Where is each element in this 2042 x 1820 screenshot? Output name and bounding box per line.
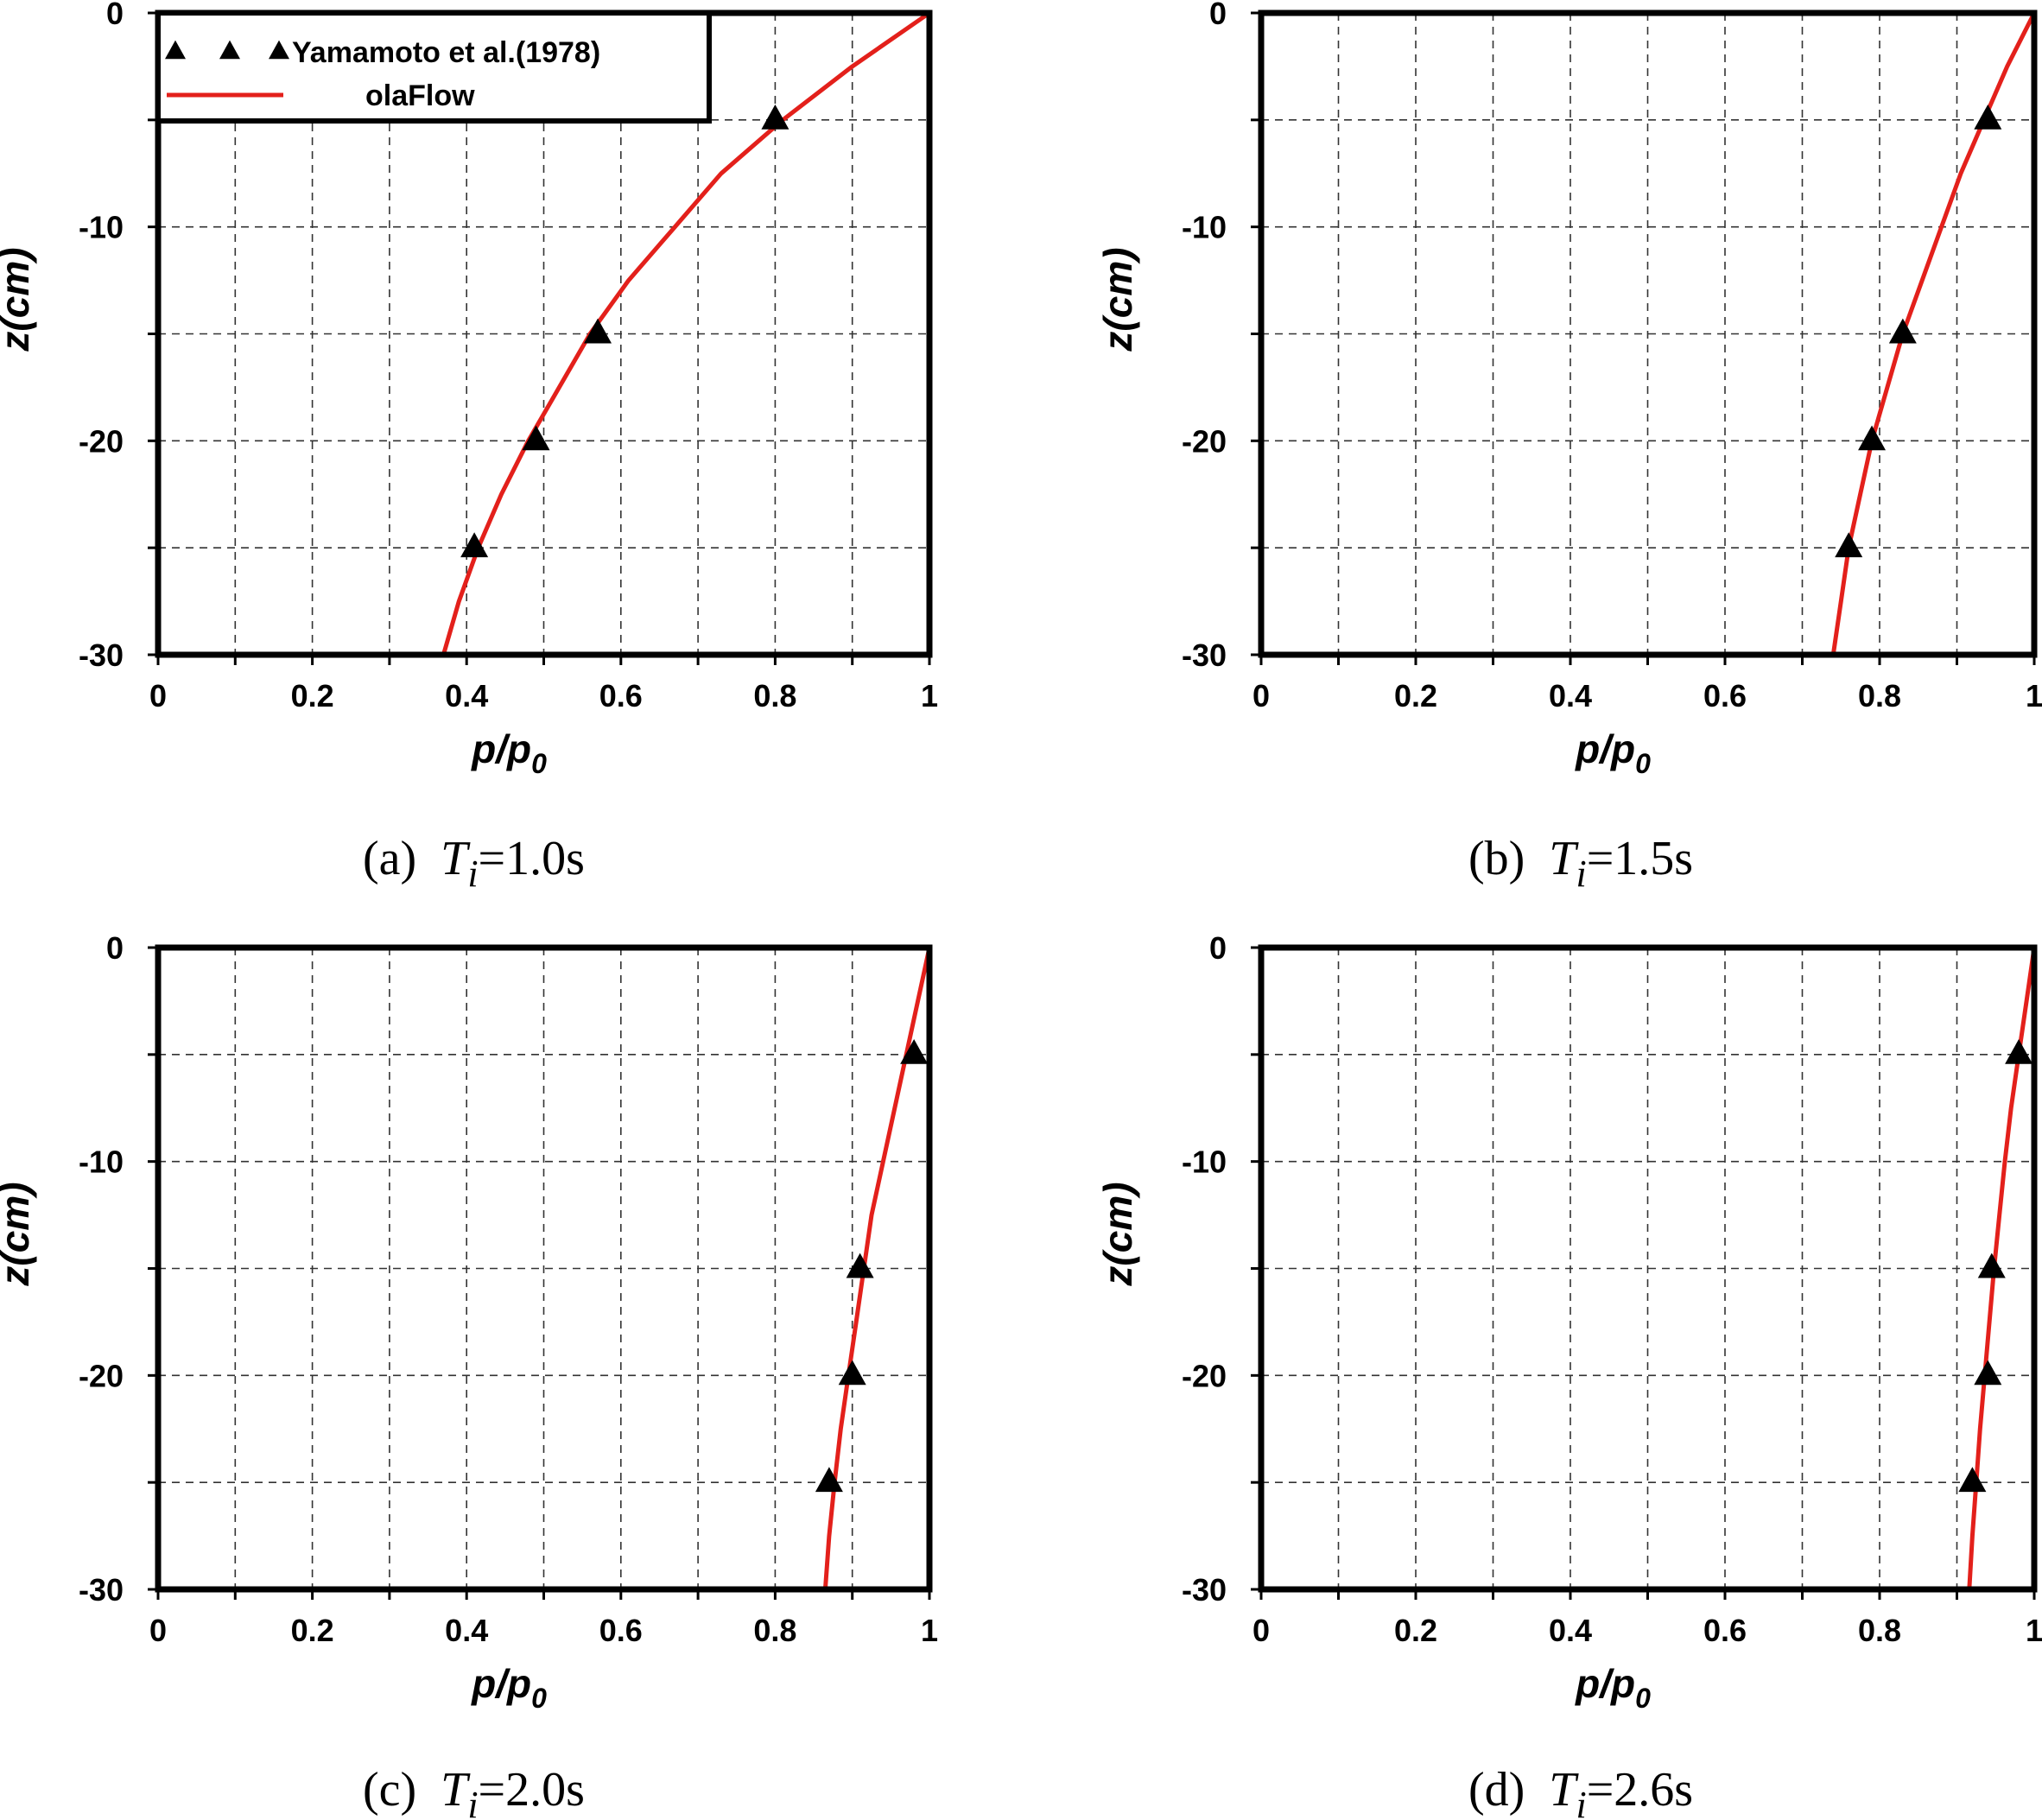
legend-triangle-marker bbox=[269, 40, 289, 60]
y-tick-label: -10 bbox=[1182, 1145, 1227, 1180]
x-tick-label: 0.4 bbox=[445, 1613, 488, 1648]
x-tick-label: 0 bbox=[149, 1613, 167, 1648]
x-tick-label: 1 bbox=[2026, 1613, 2042, 1648]
y-tick-label: -30 bbox=[1182, 1572, 1227, 1608]
panel-d: 0 0.2 0.4 0.6 0.8 10-10-20-30p/p0z(cm)(d) Ti=… bbox=[1095, 930, 2042, 1820]
y-axis-title: z(cm) bbox=[1095, 1182, 1140, 1286]
legend-label: olaFlow bbox=[365, 79, 475, 112]
x-tick-label: 0 bbox=[1252, 678, 1270, 713]
y-tick-label: -20 bbox=[79, 1358, 124, 1393]
panel-c: 0 0.2 0.4 0.6 0.8 10-10-20-30p/p0z(cm)(c) Ti=… bbox=[0, 930, 938, 1820]
legend-triangle-marker bbox=[165, 40, 186, 60]
y-axis-title: z(cm) bbox=[0, 1182, 37, 1286]
panel-a: 0 0.2 0.4 0.6 0.8 10-10-20-30p/p0z(cm)Yamamot… bbox=[0, 0, 938, 895]
x-tick-label: 0.8 bbox=[753, 678, 796, 713]
x-tick-label: 0.6 bbox=[1703, 678, 1747, 713]
yamamoto-data-point bbox=[1835, 532, 1863, 558]
yamamoto-data-point bbox=[846, 1252, 874, 1278]
yamamoto-data-point bbox=[1858, 425, 1887, 451]
x-tick-label: 0.4 bbox=[1549, 678, 1592, 713]
yamamoto-data-point bbox=[2005, 1038, 2033, 1064]
x-tick-label: 0 bbox=[1252, 1613, 1270, 1648]
x-tick-label: 0.8 bbox=[1858, 678, 1901, 713]
y-tick-label: -10 bbox=[79, 1145, 124, 1180]
y-axis-title: z(cm) bbox=[1095, 247, 1140, 352]
x-tick-label: 0.2 bbox=[1394, 1613, 1437, 1648]
x-tick-label: 1 bbox=[921, 1613, 938, 1648]
x-tick-label: 0.6 bbox=[599, 678, 643, 713]
y-tick-label: -20 bbox=[1182, 423, 1227, 459]
x-tick-label: 1 bbox=[2026, 678, 2042, 713]
x-tick-label: 1 bbox=[921, 678, 938, 713]
yamamoto-data-point bbox=[761, 104, 790, 130]
yamamoto-data-point bbox=[900, 1038, 929, 1064]
legend-box bbox=[155, 10, 712, 124]
legend-triangle-marker bbox=[219, 40, 240, 60]
plot-frame bbox=[155, 944, 933, 1593]
yamamoto-data-point bbox=[1958, 1467, 1987, 1493]
y-tick-label: -30 bbox=[79, 637, 124, 673]
yamamoto-data-point bbox=[815, 1467, 843, 1493]
y-tick-label: -30 bbox=[1182, 637, 1227, 673]
x-tick-label: 0 bbox=[149, 678, 167, 713]
y-tick-label: -20 bbox=[1182, 1358, 1227, 1393]
panel-caption: (b) Ti=1.5s bbox=[1468, 832, 1693, 895]
yamamoto-data-point bbox=[584, 318, 612, 344]
x-tick-label: 0.2 bbox=[291, 1613, 334, 1648]
y-tick-label: -10 bbox=[1182, 210, 1227, 245]
panel-caption: (a) Ti=1.0s bbox=[363, 832, 585, 895]
x-tick-label: 0.2 bbox=[291, 678, 334, 713]
x-tick-label: 0.2 bbox=[1394, 678, 1437, 713]
plot-frame bbox=[1258, 10, 2038, 658]
yamamoto-data-point bbox=[1888, 318, 1917, 344]
y-tick-label: 0 bbox=[106, 930, 124, 966]
y-tick-label: 0 bbox=[106, 0, 124, 31]
yamamoto-data-point bbox=[1974, 104, 2002, 130]
plot-frame bbox=[1258, 944, 2038, 1593]
panel-caption: (c) Ti=2.0s bbox=[363, 1763, 585, 1820]
panel-caption: (d) Ti=2.6s bbox=[1468, 1763, 1693, 1820]
legend-label: Yamamoto et al.(1978) bbox=[292, 36, 600, 69]
x-tick-label: 0.8 bbox=[1858, 1613, 1901, 1648]
yamamoto-data-point bbox=[1977, 1252, 2006, 1278]
y-tick-label: 0 bbox=[1209, 930, 1227, 966]
yamamoto-data-point bbox=[460, 532, 489, 558]
x-tick-label: 0.8 bbox=[753, 1613, 796, 1648]
y-tick-label: 0 bbox=[1209, 0, 1227, 31]
y-tick-label: -30 bbox=[79, 1572, 124, 1608]
yamamoto-data-point bbox=[838, 1360, 866, 1386]
y-tick-label: -10 bbox=[79, 210, 124, 245]
panel-b: 0 0.2 0.4 0.6 0.8 10-10-20-30p/p0z(cm)(b) Ti=… bbox=[1095, 0, 2042, 895]
yamamoto-data-point bbox=[1974, 1360, 2002, 1386]
y-axis-title: z(cm) bbox=[0, 247, 37, 352]
x-tick-label: 0.4 bbox=[1549, 1613, 1592, 1648]
legend: Yamamoto et al.(1978) olaFlow bbox=[155, 10, 712, 124]
x-tick-label: 0.4 bbox=[445, 678, 488, 713]
y-tick-label: -20 bbox=[79, 423, 124, 459]
x-tick-label: 0.6 bbox=[599, 1613, 643, 1648]
yamamoto-data-point bbox=[522, 425, 550, 451]
x-tick-label: 0.6 bbox=[1703, 1613, 1747, 1648]
